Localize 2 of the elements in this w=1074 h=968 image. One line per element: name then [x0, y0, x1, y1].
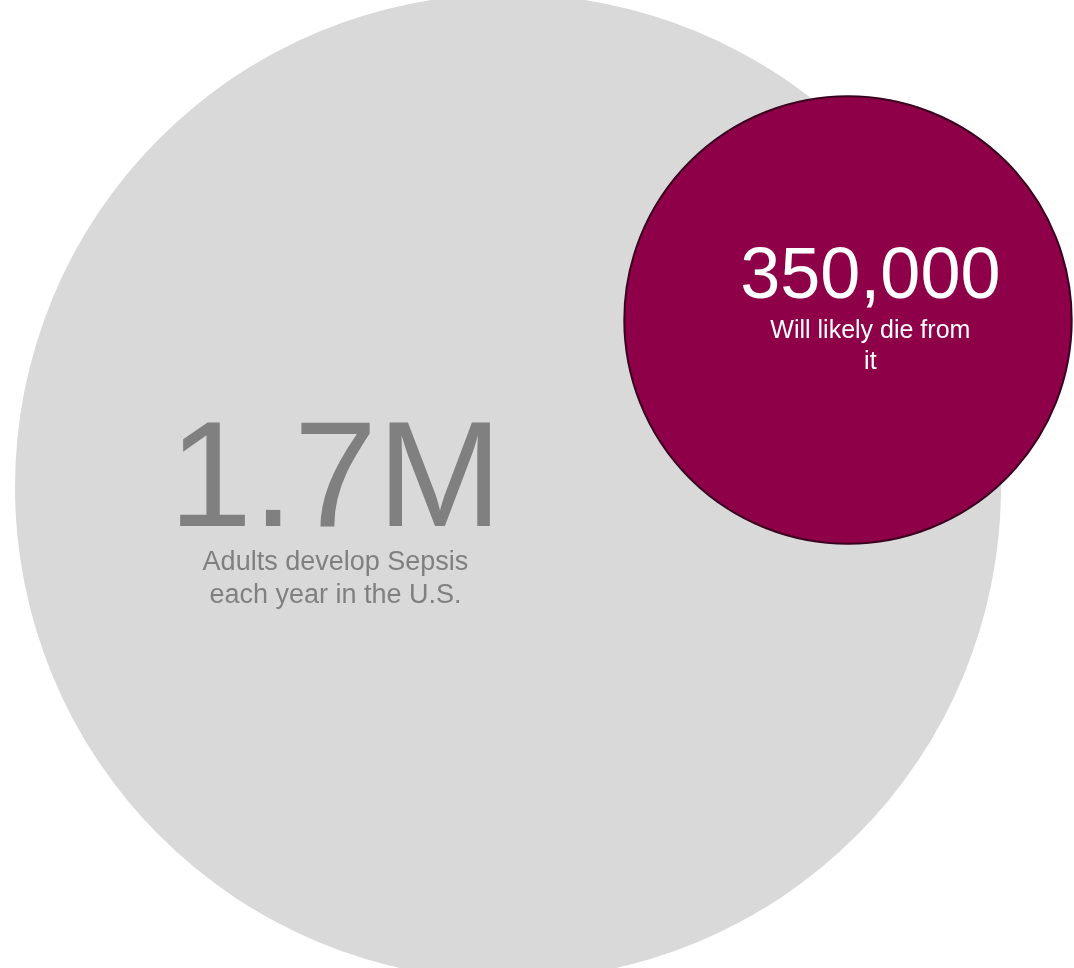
category-label: Will likely die from it: [770, 314, 971, 374]
data-label: 350,000: [740, 232, 1001, 313]
